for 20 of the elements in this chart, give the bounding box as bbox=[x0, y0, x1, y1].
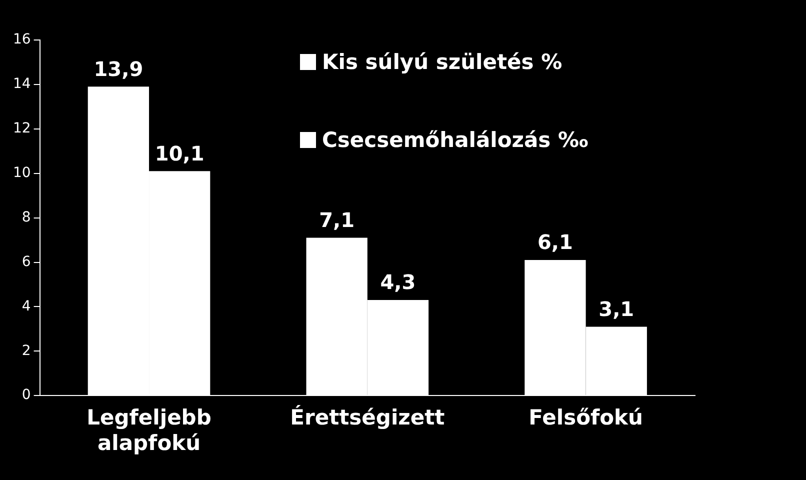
y-tick-label: 16 bbox=[12, 32, 31, 48]
y-tick-label: 4 bbox=[22, 298, 31, 314]
data-label: 10,1 bbox=[154, 141, 204, 166]
y-tick-label: 10 bbox=[12, 164, 31, 181]
data-label: 6,1 bbox=[538, 230, 573, 254]
y-tick-label: 6 bbox=[22, 254, 31, 270]
y-tick-label: 0 bbox=[22, 387, 31, 404]
legend-label: Kis súlyú születés % bbox=[322, 50, 562, 74]
data-label: 7,1 bbox=[319, 208, 355, 232]
y-tick-label: 8 bbox=[22, 209, 31, 226]
y-tick-label: 12 bbox=[12, 120, 31, 137]
y-tick-label: 14 bbox=[12, 76, 31, 92]
legend-label: Csecsemőhalálozás ‰ bbox=[322, 128, 588, 152]
data-label: 13,9 bbox=[94, 56, 144, 81]
x-tick-label: Legfeljebb alapfokú bbox=[86, 406, 212, 455]
data-label: 3,1 bbox=[598, 296, 634, 321]
data-label: 4,3 bbox=[380, 270, 416, 294]
x-tick-label: Érettségizett bbox=[290, 404, 445, 430]
y-tick-label: 2 bbox=[22, 342, 31, 359]
x-tick-label: Felsőfokú bbox=[528, 406, 643, 430]
